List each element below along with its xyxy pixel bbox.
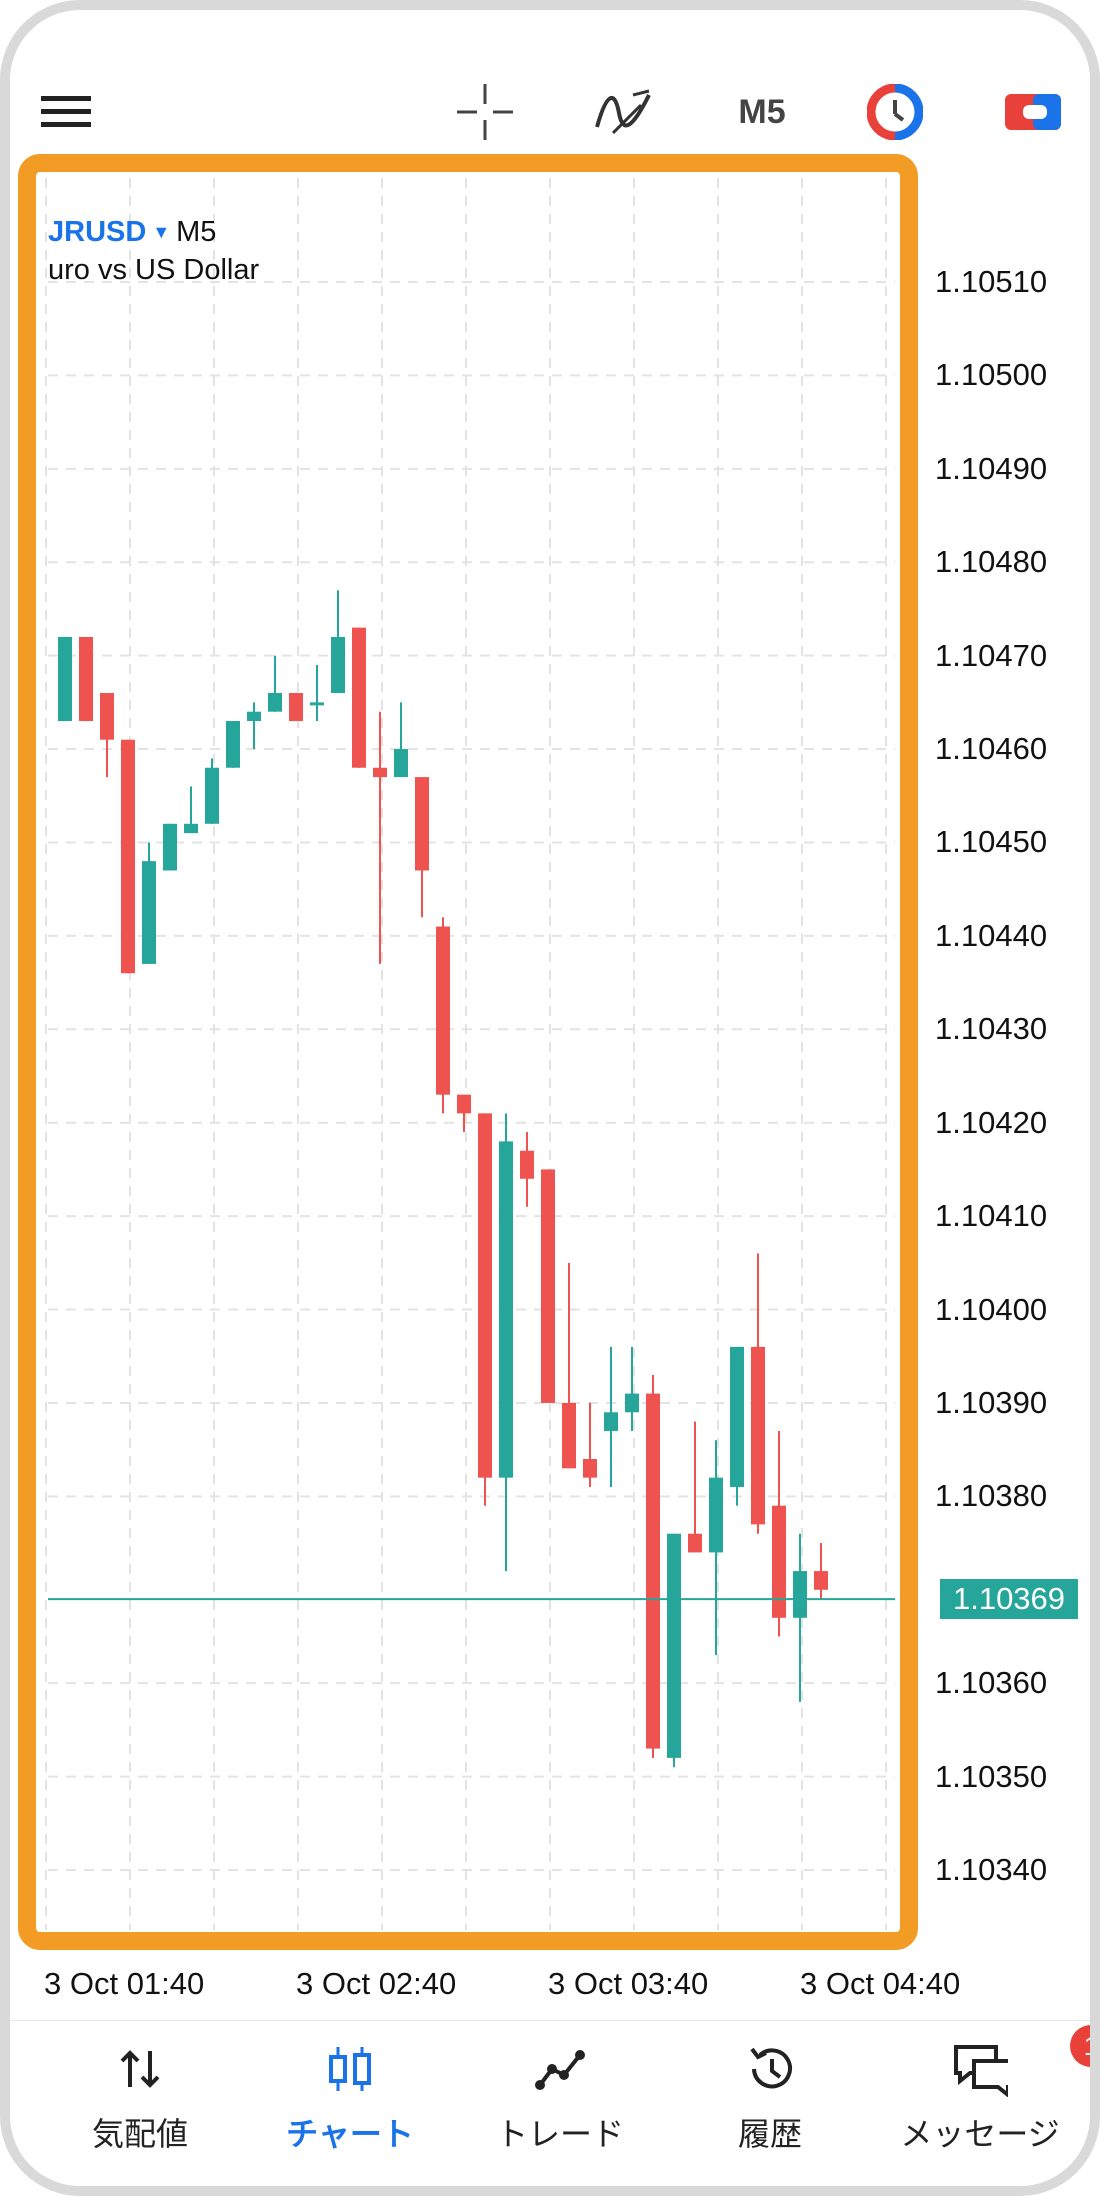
- crosshair-button[interactable]: [450, 72, 520, 152]
- current-price-label: 1.10369: [940, 1579, 1078, 1620]
- price-tick-label: 1.10490: [935, 450, 1048, 486]
- history-icon: [742, 2041, 798, 2097]
- price-tick-label: 1.10400: [935, 1291, 1048, 1327]
- candle: [289, 693, 303, 722]
- candle: [436, 917, 450, 1114]
- time-tick-label: 3 Oct 04:40: [800, 1966, 961, 2001]
- nav-chart[interactable]: チャート: [250, 2041, 450, 2181]
- trade-icon: [532, 2041, 588, 2097]
- candle: [205, 758, 219, 824]
- nav-history[interactable]: 履歴: [670, 2041, 870, 2181]
- candle: [814, 1543, 828, 1600]
- price-tick-label: 1.10470: [935, 637, 1048, 673]
- dropdown-arrow-icon: ▼: [152, 222, 171, 242]
- candle: [499, 1113, 513, 1572]
- unread-badge: 1: [1070, 2025, 1090, 2067]
- indicators-icon: [595, 89, 651, 135]
- candle: [331, 590, 345, 694]
- nav-label: チャート: [286, 2115, 414, 2153]
- candle: [457, 1094, 471, 1133]
- candle: [373, 711, 387, 964]
- chart-timeframe: M5: [176, 216, 217, 248]
- price-tick-label: 1.10430: [935, 1011, 1048, 1047]
- candle: [100, 693, 114, 778]
- candle: [415, 777, 429, 918]
- candle: [352, 627, 366, 768]
- one-click-trading-icon: [867, 84, 923, 140]
- price-tick-label: 1.10440: [935, 917, 1048, 953]
- candle: [163, 823, 177, 871]
- price-tick-label: 1.10390: [935, 1384, 1048, 1420]
- candle: [667, 1533, 681, 1768]
- chart-icon: [322, 2041, 378, 2097]
- price-tick-label: 1.10380: [935, 1478, 1048, 1514]
- menu-button[interactable]: [36, 72, 96, 152]
- chart-toolbar: M5: [10, 10, 1090, 150]
- candle: [121, 739, 135, 974]
- candle: [625, 1346, 639, 1431]
- candles: [58, 590, 828, 1768]
- one-click-trading-button[interactable]: [860, 72, 930, 152]
- nav-label: メッセージ: [900, 2115, 1060, 2153]
- price-tick-label: 1.10410: [935, 1198, 1048, 1234]
- price-tick-label: 1.10340: [935, 1852, 1048, 1887]
- candle: [478, 1113, 492, 1506]
- nav-quotes[interactable]: 気配値: [40, 2041, 240, 2181]
- candle: [58, 636, 72, 722]
- candle: [730, 1346, 744, 1506]
- timeframe-label: M5: [738, 92, 786, 131]
- candle: [793, 1533, 807, 1702]
- candle: [142, 842, 156, 964]
- indicators-button[interactable]: [588, 72, 658, 152]
- price-tick-label: 1.10480: [935, 544, 1048, 580]
- symbol-name: JRUSD: [48, 216, 147, 248]
- candle: [541, 1169, 555, 1403]
- candle: [604, 1346, 618, 1488]
- candle: [247, 702, 261, 750]
- chart-grid: [45, 178, 895, 1930]
- chart-highlight-frame: [18, 154, 918, 1950]
- candle: [268, 655, 282, 712]
- price-tick-label: 1.10500: [935, 357, 1048, 393]
- time-tick-label: 3 Oct 01:40: [44, 1966, 205, 2001]
- candle: [562, 1262, 576, 1469]
- nav-label: 履歴: [737, 2115, 802, 2153]
- price-chart[interactable]: [10, 10, 1090, 2020]
- messages-icon: 1: [952, 2025, 1090, 2097]
- crosshair-icon: [457, 84, 513, 140]
- timeframe-button[interactable]: M5: [722, 72, 802, 152]
- price-tick-label: 1.10420: [935, 1104, 1048, 1140]
- account-icon: [1005, 94, 1061, 130]
- symbol-description: uro vs US Dollar: [48, 254, 260, 286]
- price-tick-label: 1.10360: [935, 1665, 1048, 1701]
- price-tick-label: 1.10450: [935, 824, 1048, 860]
- nav-label: トレード: [495, 2115, 624, 2153]
- candle: [394, 702, 408, 778]
- time-tick-label: 3 Oct 03:40: [548, 1966, 709, 2001]
- candle: [310, 664, 324, 722]
- candle: [688, 1421, 702, 1553]
- price-tick-label: 1.10510: [935, 264, 1048, 299]
- account-button[interactable]: [998, 72, 1068, 152]
- symbol-header[interactable]: JRUSD ▼ M5: [48, 216, 216, 249]
- quotes-icon: [112, 2041, 168, 2097]
- hamburger-icon: [41, 96, 91, 127]
- candle: [709, 1440, 723, 1656]
- candle: [184, 786, 198, 834]
- bottom-navigation: 気配値 チャート トレード: [10, 2020, 1090, 2186]
- candle: [646, 1374, 660, 1758]
- nav-label: 気配値: [91, 2115, 188, 2153]
- candle: [520, 1132, 534, 1207]
- time-tick-label: 3 Oct 02:40: [296, 1966, 457, 2001]
- nav-trade[interactable]: トレード: [460, 2041, 660, 2181]
- price-tick-label: 1.10460: [935, 731, 1048, 767]
- candle: [226, 721, 240, 768]
- candle: [772, 1430, 786, 1637]
- price-tick-label: 1.10350: [935, 1758, 1048, 1794]
- candle: [751, 1253, 765, 1534]
- candle: [79, 636, 93, 722]
- candle: [583, 1402, 597, 1488]
- nav-messages[interactable]: 1 メッセージ: [880, 2025, 1090, 2181]
